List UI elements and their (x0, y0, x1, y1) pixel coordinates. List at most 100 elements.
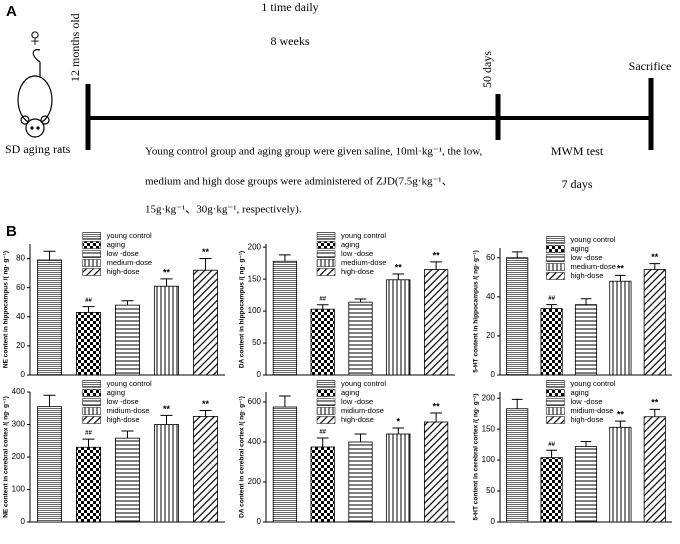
legend-swatch (546, 263, 565, 271)
legend-label: young control (341, 379, 386, 388)
legend-swatch (316, 259, 336, 267)
legend-label: aging (341, 240, 359, 249)
legend-label: high-dose (570, 271, 603, 280)
y-axis-label: NE content in hippocampus /( ng· g⁻¹) (3, 251, 10, 368)
bar (348, 301, 373, 376)
significance-label: ** (163, 267, 171, 277)
y-tick-label: 0 (491, 517, 496, 526)
mid-label: 50 days (480, 51, 494, 88)
error-bar (511, 398, 523, 409)
legend-swatch (82, 268, 101, 276)
legend-swatch (546, 236, 565, 244)
bar (115, 304, 140, 376)
bar (154, 285, 179, 376)
y-tick-label: 400 (12, 387, 26, 396)
bar (423, 421, 449, 523)
error-bar (43, 250, 56, 261)
panel-b: 0 20 40 60 80 NE content in hippocampus /( ng… (3, 231, 672, 526)
bar (193, 415, 218, 523)
bar (272, 406, 298, 523)
legend-label: aging (107, 240, 125, 249)
legend-swatch (316, 398, 336, 406)
legend-label: high-dose (341, 267, 374, 276)
legend-swatch (546, 389, 565, 397)
error-bar (199, 258, 212, 271)
error-bar (392, 273, 405, 280)
legend-swatch (82, 389, 101, 397)
error-bar (430, 412, 442, 422)
error-bar (279, 395, 291, 407)
legend-label: low -dose (570, 253, 602, 262)
y-tick-label: 600 (248, 397, 262, 406)
error-bar (316, 437, 329, 447)
bar (37, 406, 62, 523)
legend-label: medium-dose (107, 258, 152, 267)
legend-label: aging (107, 388, 125, 397)
legend-label: aging (570, 388, 588, 397)
y-tick-label: 400 (248, 437, 262, 446)
legend-label: high-dose (570, 415, 603, 424)
legend-label: young control (107, 231, 152, 240)
legend-label: low -dose (107, 249, 139, 258)
significance-label: ** (651, 398, 659, 408)
legend-swatch (82, 232, 101, 240)
legend-swatch (316, 241, 336, 249)
significance-label: ** (163, 404, 171, 414)
panel-label: B (6, 223, 17, 240)
start-label: 12 months old (68, 13, 82, 82)
error-bar (82, 438, 95, 448)
error-bar (82, 306, 95, 313)
legend-swatch (316, 416, 336, 424)
error-bar (392, 427, 405, 434)
legend-swatch (82, 398, 101, 406)
bar (609, 280, 632, 376)
legend-label: young control (341, 231, 386, 240)
bar (540, 457, 563, 523)
legend-swatch (82, 259, 101, 267)
y-axis-label: NE content in cerebral cortex /( ng· g⁻¹… (3, 396, 10, 518)
legend-label: low -dose (341, 397, 373, 406)
y-axis-label: DA content in hippocampus /( ng· g⁻¹) (239, 251, 246, 368)
error-bar (615, 274, 626, 282)
legend-swatch (546, 245, 565, 253)
error-bar (121, 430, 134, 439)
error-bar (316, 304, 329, 310)
y-tick-label: 20 (16, 341, 25, 350)
legend-label: young control (107, 379, 152, 388)
y-tick-label: 0 (21, 517, 26, 526)
significance-label: ** (617, 409, 625, 419)
error-bar (354, 298, 367, 303)
bar (386, 279, 411, 376)
bar (37, 259, 62, 376)
y-tick-label: 40 (486, 292, 495, 301)
end-label: Sacrifice (629, 59, 672, 73)
significance-label: ## (85, 431, 92, 437)
frequency-label: 1 time daily (261, 0, 318, 14)
legend-swatch (316, 250, 336, 258)
bar (154, 424, 179, 523)
y-tick-label: 60 (16, 283, 25, 292)
legend-label: high-dose (341, 415, 374, 424)
note-line: Young control group and aging group were… (145, 146, 482, 158)
y-tick-label: 80 (16, 254, 25, 263)
error-bar (121, 300, 134, 306)
y-tick-label: 300 (12, 420, 26, 429)
test-label: MWM test (551, 144, 604, 158)
legend-label: medium-dose (570, 262, 615, 271)
bar (540, 308, 563, 376)
y-tick-label: 150 (482, 424, 496, 433)
significance-label: ** (202, 399, 210, 409)
error-bar (160, 414, 173, 425)
y-tick-label: 50 (486, 486, 495, 495)
bar (574, 304, 598, 376)
significance-label: ** (395, 262, 403, 272)
significance-label: ** (433, 250, 441, 260)
significance-label: ## (319, 296, 326, 302)
legend-swatch (546, 380, 565, 388)
legend-swatch (82, 380, 101, 388)
significance-label: ** (617, 264, 625, 274)
y-tick-label: 60 (486, 253, 495, 262)
